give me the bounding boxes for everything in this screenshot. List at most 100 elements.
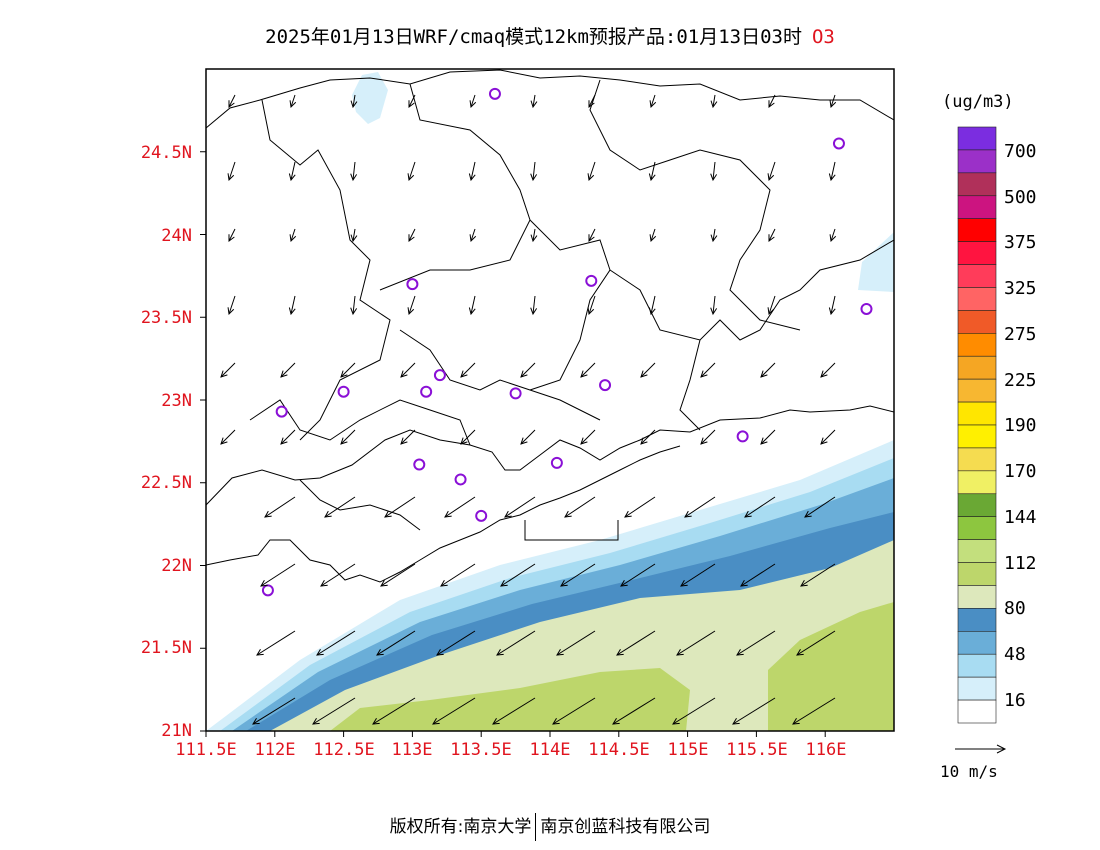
- wind-arrow: [500, 563, 536, 587]
- colorbar-swatch: [957, 310, 997, 334]
- colorbar-swatch: [957, 585, 997, 609]
- station-marker: [406, 278, 419, 291]
- map-title: 2025年01月13日WRF/cmaq模式12km预报产品:01月13日03时 O…: [0, 22, 1100, 49]
- wind-arrow: [460, 429, 476, 445]
- wind-arrow: [436, 630, 476, 656]
- colorbar-swatch: [957, 218, 997, 242]
- wind-arrow: [700, 429, 716, 445]
- colorbar-label-500: 500: [1004, 187, 1037, 208]
- colorbar-label-16: 16: [1004, 690, 1026, 711]
- wind-arrow: [469, 228, 477, 243]
- concentration-field: [206, 69, 894, 731]
- colorbar-swatch: [957, 149, 997, 174]
- wind-arrow: [380, 563, 416, 587]
- wind-arrow: [616, 630, 656, 656]
- wind-arrow: [732, 697, 776, 725]
- station-marker: [420, 385, 433, 398]
- wind-arrow: [820, 362, 836, 378]
- wind-arrow: [828, 295, 836, 316]
- wind-arrow: [350, 94, 358, 109]
- band-112-west: [330, 668, 690, 731]
- colorbar-label-375: 375: [1004, 232, 1037, 253]
- wind-arrow: [648, 161, 656, 182]
- colorbar-label-170: 170: [1004, 461, 1037, 482]
- wind-arrow: [340, 429, 356, 445]
- wind-arrow: [407, 295, 416, 316]
- wind-arrow: [496, 630, 536, 656]
- station-marker: [736, 430, 749, 443]
- wind-arrow: [680, 563, 716, 587]
- colorbar-swatch: [957, 631, 997, 655]
- wind-arrow: [640, 362, 656, 378]
- y-label-24.5N: 24.5N: [140, 143, 192, 163]
- x-label-113E: 113E: [391, 740, 433, 760]
- wind-arrow: [350, 295, 358, 316]
- y-label-23N: 23N: [161, 391, 192, 411]
- wind-arrow: [288, 295, 296, 316]
- county-5: [609, 239, 894, 341]
- station-marker: [275, 405, 288, 418]
- wind-arrow: [768, 94, 776, 108]
- y-label-23.5N: 23.5N: [140, 308, 192, 328]
- wind-arrow: [672, 697, 716, 725]
- wind-arrow: [468, 295, 476, 316]
- colorbar-swatch: [957, 539, 997, 563]
- wind-arrow: [556, 630, 596, 656]
- wind-arrow: [400, 429, 416, 445]
- station-marker: [585, 274, 598, 287]
- wind-arrow: [520, 362, 536, 378]
- wind-arrow: [228, 94, 236, 109]
- wind-arrow: [760, 362, 776, 378]
- wind-arrow: [280, 362, 296, 378]
- wind-arrow: [564, 496, 596, 518]
- title-text: 2025年01月13日WRF/cmaq模式12km预报产品:01月13日03时: [265, 26, 802, 48]
- wind-arrow: [676, 630, 716, 656]
- wind-arrow: [530, 295, 538, 316]
- wind-arrow: [469, 94, 477, 109]
- county-6: [399, 329, 601, 421]
- colorbar-swatch: [957, 447, 997, 472]
- county-4: [589, 79, 801, 331]
- coast-west: [206, 445, 681, 583]
- colorbar-unit: (ug/m3): [942, 92, 1014, 112]
- wind-arrow: [580, 362, 596, 378]
- station-marker: [860, 302, 873, 315]
- wind-arrow: [804, 496, 836, 518]
- station-marker: [337, 385, 350, 398]
- wind-arrow: [288, 161, 296, 182]
- wind-arrow: [612, 697, 656, 725]
- colorbar: [957, 126, 997, 724]
- wind-arrow: [648, 295, 656, 316]
- wind-arrow: [408, 94, 416, 108]
- wind-arrow: [649, 228, 657, 243]
- y-label-21N: 21N: [161, 721, 192, 741]
- wind-arrow: [744, 496, 776, 518]
- wind-arrow: [796, 630, 836, 656]
- band-48-ne: [858, 232, 894, 292]
- wind-arrow: [376, 630, 416, 656]
- wind-arrow: [289, 228, 297, 243]
- wind-arrow: [710, 228, 718, 243]
- wind-arrow: [768, 228, 776, 242]
- wind-arrow: [710, 161, 718, 182]
- wind-arrow: [580, 429, 596, 445]
- colorbar-label-80: 80: [1004, 598, 1026, 619]
- x-label-112.5E: 112.5E: [313, 740, 375, 760]
- colorbar-swatch: [957, 287, 997, 311]
- county-9: [299, 479, 421, 531]
- wind-arrow: [460, 362, 476, 378]
- pollutant-label: O3: [811, 26, 835, 48]
- colorbar-swatch: [957, 126, 997, 151]
- station-marker: [433, 369, 446, 382]
- wind-arrow: [350, 228, 358, 243]
- wind-arrow: [684, 496, 716, 518]
- colorbar-label-225: 225: [1004, 370, 1037, 391]
- station-marker: [261, 584, 274, 597]
- wind-arrow: [264, 496, 296, 518]
- colorbar-swatch: [957, 699, 997, 724]
- boundaries: [206, 69, 894, 583]
- colorbar-swatch: [957, 333, 997, 357]
- wind-vectors: [220, 94, 837, 725]
- wind-arrow: [227, 161, 236, 182]
